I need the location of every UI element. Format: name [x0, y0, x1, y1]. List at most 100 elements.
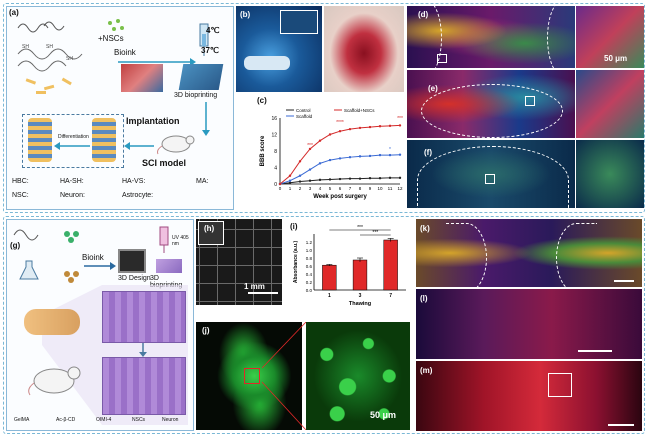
legend-label: Scaffold+NSCs [344, 108, 375, 113]
data-point [348, 127, 352, 131]
molecule-chain-icon [13, 229, 39, 241]
brown-dots-icon [64, 271, 79, 283]
legend-neuron: Neuron: [60, 192, 85, 199]
significance-mark: * [389, 147, 391, 153]
panel-j-zoom [306, 322, 410, 430]
scaffold-cylinder-1 [28, 118, 52, 162]
x-tick-label: 7 [349, 186, 352, 191]
x-tick-label: 9 [369, 186, 372, 191]
data-point [308, 179, 312, 182]
arrow-back-icon [124, 142, 154, 150]
data-point [358, 155, 362, 158]
temp-cold-label: 4℃ [206, 26, 220, 35]
y-tick-label: 0.0 [306, 288, 313, 293]
arrow-differentiation-icon [54, 142, 90, 150]
panel-h-scalebar [248, 292, 278, 294]
x-tick-label: 6 [339, 186, 342, 191]
panel-a-label: (a) [9, 8, 19, 17]
y-axis-label: BBB score [260, 135, 266, 166]
scaffold-object [244, 56, 290, 70]
x-tick-label: 4 [319, 186, 322, 191]
panel-m-scalebar [608, 424, 634, 426]
panel-l-scalebar [578, 350, 612, 352]
ma-sticks-icon [25, 77, 72, 94]
significance-mark: *** [397, 116, 403, 122]
sem-inset [198, 221, 224, 245]
data-point [298, 174, 302, 177]
design-label: 3D Design [118, 275, 151, 282]
legend-ha-sh: HA-SH: [60, 178, 84, 185]
data-point [398, 124, 402, 127]
data-point [298, 160, 302, 163]
data-point [328, 178, 332, 181]
y-tick-label: 4 [274, 166, 277, 172]
y-axis-label: Absorbance (a.u.) [293, 241, 299, 284]
ha-sh-molecules-icon: SH SH SH [17, 44, 83, 72]
data-point [318, 139, 322, 142]
panel-c-label: (c) [257, 96, 267, 105]
panel-j-image [196, 322, 302, 430]
hbc-molecules-icon [17, 21, 65, 33]
panel-g-label: (g) [10, 241, 21, 250]
panel-l-image [416, 289, 642, 359]
data-point [308, 168, 312, 171]
bioink-label-g: Bioink [82, 253, 104, 262]
printer-syringe-icon [159, 226, 169, 253]
panel-a: (a) +NSCs SH SH SH Bioink 4℃ 37℃ 3D biop… [6, 6, 234, 210]
data-point [398, 176, 402, 180]
scaffold-cylinder-g1 [102, 291, 186, 343]
legend-cd: Ac-β-CD [56, 417, 76, 423]
data-point [278, 182, 282, 186]
panel-m-label: (m) [420, 366, 433, 375]
lesion-border-f [417, 146, 569, 208]
data-point [388, 124, 392, 128]
data-point [338, 177, 342, 181]
x-tick-label: 3 [359, 293, 362, 299]
bar [383, 239, 398, 291]
bioink-gel-image [121, 64, 163, 92]
y-tick-label: 16 [271, 116, 277, 122]
data-point [318, 162, 322, 165]
syringe-icon [199, 23, 209, 56]
panel-j-scale-label: 50 μm [370, 410, 397, 420]
y-tick-label: 0.2 [306, 280, 313, 285]
data-point [358, 177, 362, 180]
roi-box-f [485, 174, 495, 184]
y-tick-label: 1.0 [306, 248, 313, 253]
lesion-border-k-left [446, 223, 487, 287]
panel-a-background [6, 6, 234, 210]
scaffold-cylinder-g2 [102, 357, 186, 415]
panel-g: (g) Bioink 3D Design UV 405 nm 3D biopri… [6, 219, 194, 431]
printed-block-icon [156, 259, 182, 273]
x-axis-label: Thawing [349, 301, 371, 307]
legend-astrocyte: Astrocyte: [122, 192, 154, 199]
nscs-label: +NSCs [98, 34, 124, 43]
data-point [318, 178, 322, 182]
printed-scaffold-image [178, 64, 224, 90]
panel-b-label: (b) [240, 10, 251, 19]
y-tick-label: 0.8 [306, 256, 313, 261]
data-point [338, 157, 342, 160]
x-tick-label: 1 [289, 186, 292, 191]
data-point [378, 177, 382, 180]
x-tick-label: 2 [299, 186, 302, 191]
uv-label: UV 405 nm [172, 235, 189, 247]
panel-m-image [416, 361, 642, 431]
legend-gelma: GelMA [14, 417, 30, 423]
data-point [368, 125, 372, 129]
zoom-lines-icon [261, 322, 306, 430]
flask-icon [19, 260, 39, 280]
panel-f-image [407, 140, 575, 208]
panel-l-label: (l) [420, 294, 428, 303]
significance-mark: **** [336, 120, 344, 126]
arrow-down-g-icon [139, 343, 147, 357]
panel-i-label: (i) [290, 222, 298, 231]
lesion-border-k-right [556, 223, 597, 287]
data-point [288, 179, 292, 182]
arrow-down-icon [202, 102, 210, 136]
legend-ha-vs: HA-VS: [122, 178, 146, 185]
arrow-bioink-icon [84, 262, 116, 270]
data-point [368, 154, 372, 158]
data-point [348, 177, 352, 180]
top-panel-frame [3, 3, 645, 213]
